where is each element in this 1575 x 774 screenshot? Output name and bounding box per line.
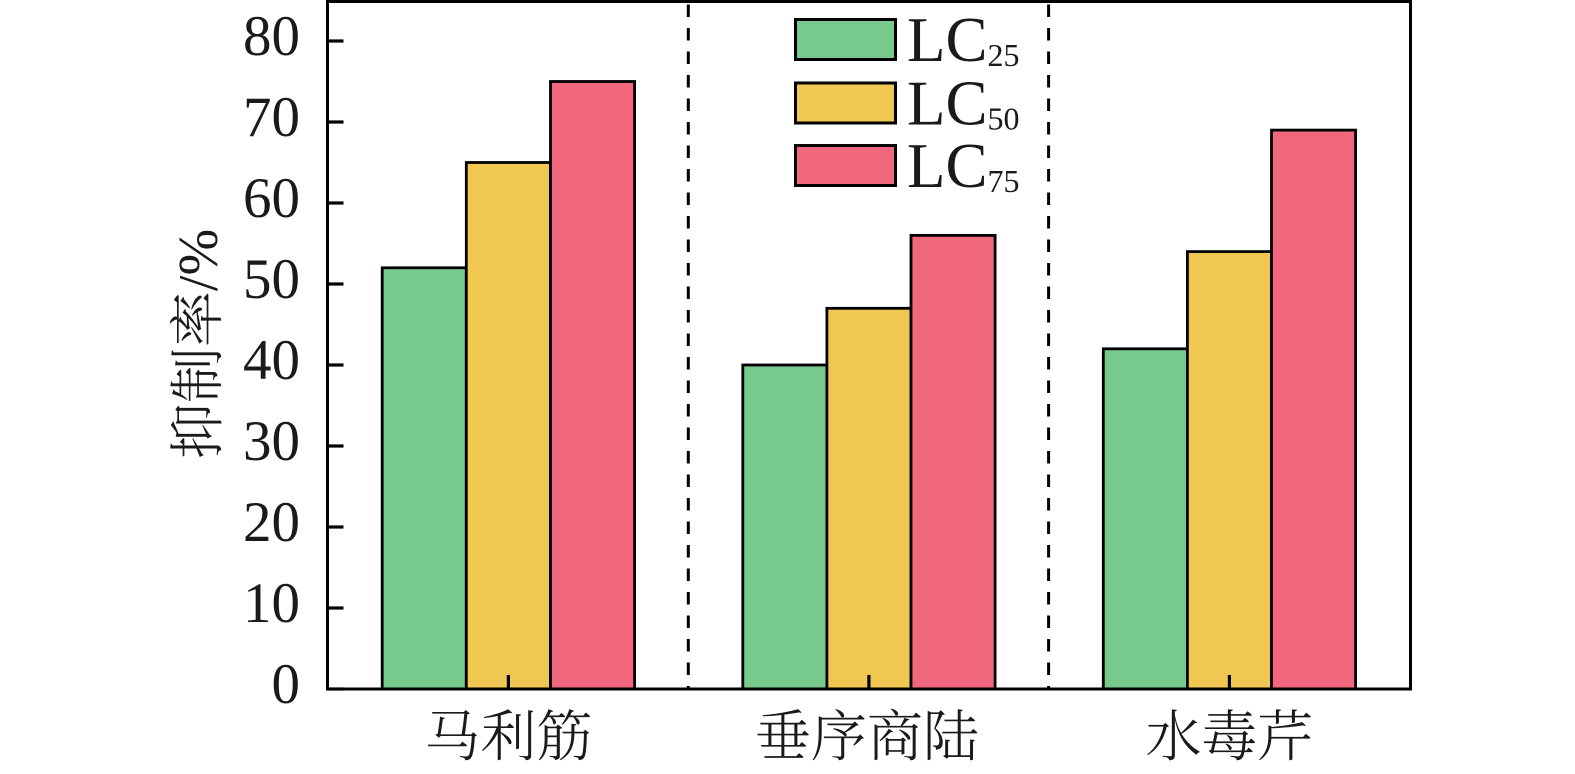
svg-text:70: 70: [243, 86, 300, 149]
svg-text:LC75: LC75: [907, 131, 1020, 201]
svg-text:40: 40: [243, 329, 300, 392]
svg-text:0: 0: [272, 653, 301, 716]
svg-text:50: 50: [243, 248, 300, 311]
svg-text:/%: /%: [168, 229, 230, 291]
svg-text:30: 30: [243, 410, 300, 473]
svg-text:10: 10: [243, 572, 300, 635]
svg-text:80: 80: [243, 5, 300, 68]
svg-text:LC50: LC50: [907, 69, 1020, 139]
svg-text:LC25: LC25: [907, 5, 1020, 75]
svg-text:20: 20: [243, 491, 300, 554]
svg-text:60: 60: [243, 167, 300, 230]
